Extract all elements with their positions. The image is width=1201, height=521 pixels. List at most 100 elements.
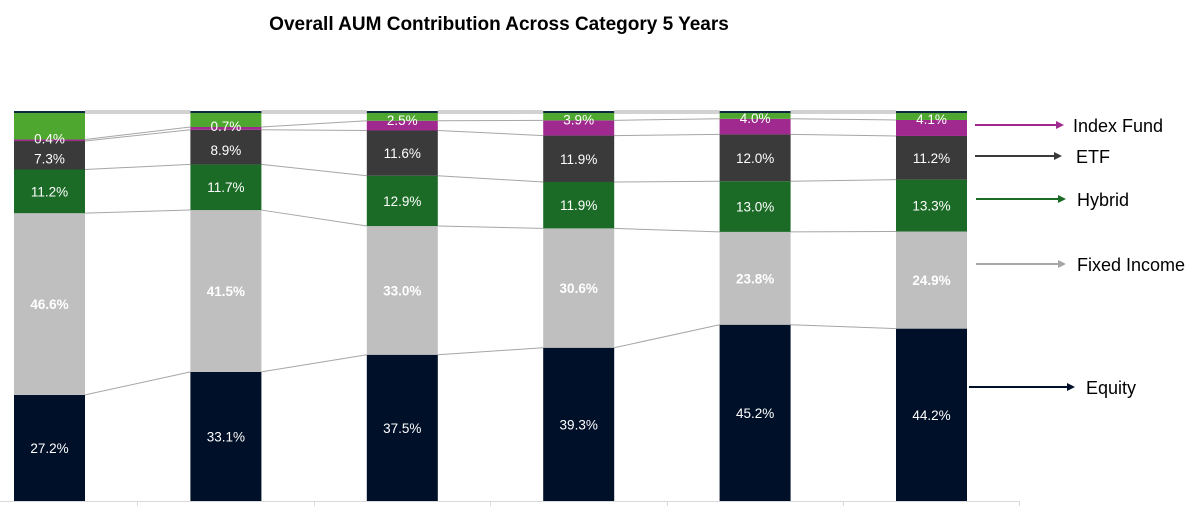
arrow-head-icon — [1058, 195, 1066, 203]
bar-segment-etf — [543, 135, 615, 182]
data-label-hybrid: 13.0% — [736, 200, 774, 215]
bar-segment-fixed-income — [366, 226, 438, 355]
connector-line — [261, 354, 367, 373]
bar-segment-fixed-income — [719, 231, 791, 325]
connector-line — [84, 129, 191, 142]
data-label-index-fund: 2.5% — [387, 113, 418, 128]
bar-segment-cap — [366, 111, 438, 113]
bar-segment-cap — [719, 111, 791, 113]
connector-line — [437, 225, 544, 229]
connector-line — [84, 126, 191, 140]
bar-segment-hybrid — [896, 179, 967, 232]
bar-segment-equity — [719, 324, 791, 501]
data-label-equity: 39.3% — [560, 417, 598, 432]
bar-segment-index-fund — [719, 118, 791, 135]
data-label-hybrid: 11.7% — [207, 180, 244, 195]
bar-segment-hybrid — [543, 181, 615, 229]
data-label-index-fund: 4.1% — [916, 112, 947, 127]
bars — [14, 111, 967, 501]
bar-segment-etf — [366, 130, 438, 176]
legend-label: Hybrid — [1077, 190, 1129, 210]
data-label-fixed-income: 30.6% — [560, 281, 598, 296]
connector-line — [437, 175, 544, 183]
legend-item-index-fund: Index Fund — [975, 116, 1163, 136]
bar-segment-other — [896, 113, 967, 120]
data-label-index-fund: 0.7% — [211, 119, 242, 134]
legend-item-hybrid: Hybrid — [976, 190, 1129, 210]
data-label-index-fund: 0.4% — [34, 131, 65, 146]
connector-line — [84, 371, 191, 396]
connector-line — [614, 133, 720, 137]
arrow-head-icon — [1054, 152, 1062, 160]
bar-segment-cap — [190, 111, 262, 113]
connector-line — [261, 120, 367, 128]
bar-segment-other — [366, 113, 438, 121]
data-label-etf: 11.9% — [560, 152, 597, 167]
connector-line — [790, 324, 897, 330]
bar-segment-index-fund — [190, 126, 262, 130]
bar-segment-hybrid — [719, 181, 791, 232]
data-label-equity: 45.2% — [736, 406, 774, 421]
bar-segment-cap — [14, 111, 85, 113]
legend-item-equity: Equity — [969, 378, 1136, 398]
data-labels: 27.2% 46.6% 11.2% 7.3% 0.4% 33.1% 41.5% 11.7% 8.… — [30, 111, 950, 456]
bar-segment-hybrid — [366, 175, 438, 227]
connector-line — [261, 129, 367, 131]
bar-segment-other — [719, 113, 791, 119]
data-label-fixed-income: 41.5% — [207, 284, 245, 299]
data-label-equity: 44.2% — [912, 408, 950, 423]
chart-title: Overall AUM Contribution Across Category… — [269, 14, 729, 35]
data-label-index-fund: 4.0% — [740, 111, 771, 126]
connector-line — [790, 133, 897, 137]
legend-label: Index Fund — [1073, 116, 1163, 136]
bar-segment-equity — [14, 394, 85, 501]
data-label-fixed-income: 23.8% — [736, 271, 774, 286]
bar-segment-fixed-income — [14, 213, 85, 395]
connector-line — [261, 209, 367, 227]
data-label-fixed-income: 33.0% — [383, 283, 421, 298]
legend: Index Fund ETF Hybrid Fixed Income Equity — [969, 116, 1185, 398]
connector-line — [790, 179, 897, 182]
legend-label: Equity — [1086, 378, 1136, 398]
data-label-etf: 7.3% — [34, 151, 65, 166]
data-label-etf: 12.0% — [736, 151, 774, 166]
bar-segment-hybrid — [190, 164, 262, 211]
legend-item-etf: ETF — [975, 147, 1110, 167]
data-label-equity: 27.2% — [30, 441, 68, 456]
data-label-hybrid: 12.9% — [383, 194, 421, 209]
bar-segment-equity — [543, 347, 615, 501]
x-axis — [0, 501, 1020, 506]
bar-segment-etf — [190, 129, 262, 165]
bar-segment-index-fund — [366, 120, 438, 131]
data-label-etf: 8.9% — [211, 143, 242, 158]
bar-segment-etf — [719, 134, 791, 182]
bar-segment-cap — [543, 111, 615, 113]
data-label-hybrid: 11.2% — [31, 184, 68, 199]
connector-line — [261, 163, 367, 177]
arrow-head-icon — [1056, 121, 1064, 129]
connector-line — [614, 324, 720, 349]
bar-segment-fixed-income — [543, 228, 615, 348]
bar-segment-other — [14, 113, 85, 140]
data-label-etf: 11.2% — [913, 151, 950, 166]
connector-line — [437, 347, 544, 356]
bar-segment-other — [543, 113, 615, 121]
data-label-equity: 37.5% — [383, 421, 421, 436]
connector-line — [614, 227, 720, 233]
data-label-hybrid: 13.3% — [912, 199, 950, 214]
bar-segment-index-fund — [896, 119, 967, 136]
connector-line — [614, 118, 720, 121]
data-label-fixed-income: 46.6% — [30, 297, 68, 312]
legend-label: Fixed Income — [1077, 255, 1185, 275]
bar-segment-equity — [896, 328, 967, 501]
bar-segment-equity — [366, 354, 438, 501]
arrow-head-icon — [1067, 383, 1075, 391]
bar-segment-index-fund — [14, 139, 85, 142]
bar-segment-cap — [896, 111, 967, 113]
bar-segment-etf — [896, 135, 967, 180]
connector-line — [84, 163, 191, 170]
bar-segment-equity — [190, 371, 262, 501]
bar-segment-fixed-income — [190, 210, 262, 372]
bar-segment-index-fund — [543, 120, 615, 136]
